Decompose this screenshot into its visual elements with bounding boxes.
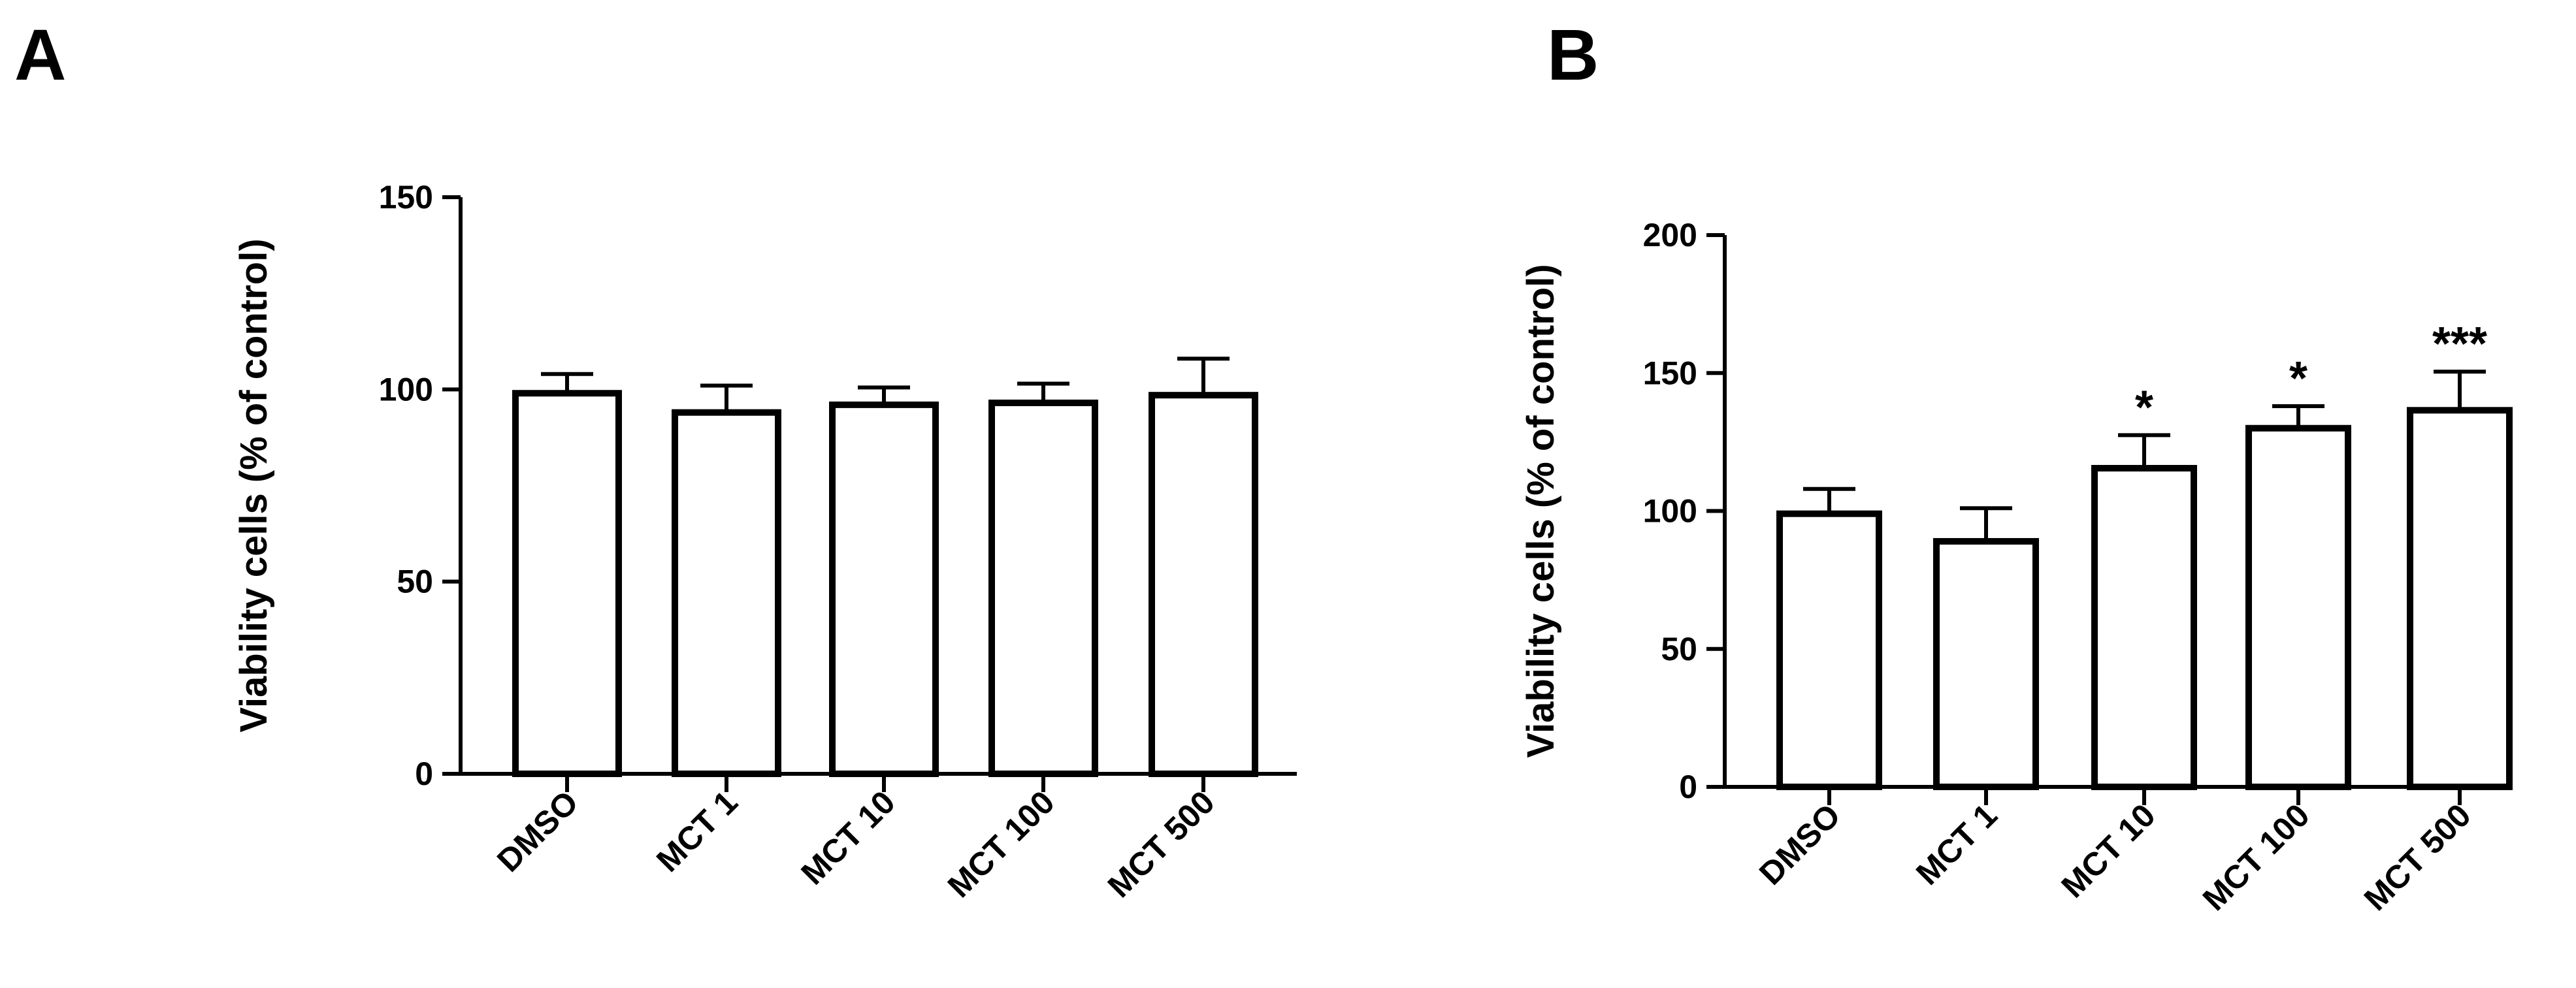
chart-b-bar xyxy=(2091,465,2197,790)
chart-a-category-label: MCT 100 xyxy=(941,784,1062,904)
chart-a-y-tick-label: 150 xyxy=(379,179,433,215)
chart-a-category-label: MCT 1 xyxy=(649,784,745,879)
chart-b-category-label: MCT 500 xyxy=(2357,797,2478,917)
chart-a-bar xyxy=(1149,392,1258,777)
chart-b-category-label: DMSO xyxy=(1752,797,1848,892)
chart-a-category-label: MCT 500 xyxy=(1101,784,1222,904)
chart-a-y-tick-label: 100 xyxy=(379,371,433,407)
chart-b-bar xyxy=(1933,537,2039,790)
chart-b-category-label: MCT 1 xyxy=(1909,797,2004,892)
chart-b-y-tick-label: 100 xyxy=(1643,493,1697,530)
chart-b-y-tick-label: 200 xyxy=(1643,217,1697,253)
chart-b-y-tick-label: 0 xyxy=(1679,769,1697,805)
chart-b-bar xyxy=(2407,407,2513,790)
chart-a-bar xyxy=(988,399,1098,777)
chart-a-y-axis-title: Viability cells (% of control) xyxy=(233,238,275,732)
chart-a-y-tick-label: 0 xyxy=(415,756,433,792)
chart-a-bar xyxy=(512,390,622,777)
chart-a-bar xyxy=(829,401,939,777)
chart-b-significance-label: * xyxy=(2135,381,2153,434)
chart-b-bar xyxy=(1776,510,1882,790)
chart-b-bar xyxy=(2245,424,2351,790)
panel-b-letter: B xyxy=(1547,15,1599,95)
chart-a-y-tick-label: 50 xyxy=(397,564,433,600)
chart-b-y-tick-label: 150 xyxy=(1643,355,1697,391)
panel-a-letter: A xyxy=(14,15,67,95)
chart-b-significance-label: * xyxy=(2289,353,2307,405)
chart-b-category-label: MCT 100 xyxy=(2196,797,2317,917)
chart-a-category-label: MCT 10 xyxy=(794,784,902,891)
chart-b-category-label: MCT 10 xyxy=(2054,797,2162,904)
chart-a-bar xyxy=(672,409,781,777)
chart-a-category-label: DMSO xyxy=(490,784,585,879)
chart-b-y-axis-title: Viability cells (% of control) xyxy=(1520,264,1562,757)
chart-b-y-tick-label: 50 xyxy=(1661,631,1697,667)
chart-b-significance-label: *** xyxy=(2432,318,2487,370)
